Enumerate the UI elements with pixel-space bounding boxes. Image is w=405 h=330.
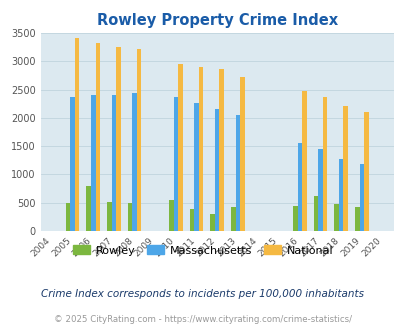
Bar: [91, 95, 95, 231]
Bar: [343, 106, 347, 231]
Bar: [75, 38, 79, 231]
Bar: [178, 64, 182, 231]
Bar: [198, 67, 203, 231]
Bar: [66, 203, 70, 231]
Bar: [297, 143, 301, 231]
Bar: [235, 115, 239, 231]
Bar: [111, 95, 116, 231]
Bar: [116, 47, 120, 231]
Bar: [132, 93, 136, 231]
Title: Rowley Property Crime Index: Rowley Property Crime Index: [96, 13, 337, 28]
Bar: [168, 200, 173, 231]
Bar: [333, 204, 338, 231]
Bar: [322, 97, 326, 231]
Bar: [318, 149, 322, 231]
Bar: [95, 43, 100, 231]
Bar: [230, 207, 235, 231]
Bar: [210, 214, 214, 231]
Bar: [107, 202, 111, 231]
Bar: [136, 49, 141, 231]
Bar: [292, 206, 297, 231]
Text: Crime Index corresponds to incidents per 100,000 inhabitants: Crime Index corresponds to incidents per…: [41, 289, 364, 299]
Bar: [363, 112, 368, 231]
Bar: [214, 109, 219, 231]
Bar: [338, 159, 343, 231]
Bar: [128, 203, 132, 231]
Bar: [86, 186, 91, 231]
Bar: [301, 91, 306, 231]
Bar: [354, 207, 359, 231]
Bar: [189, 209, 194, 231]
Text: © 2025 CityRating.com - https://www.cityrating.com/crime-statistics/: © 2025 CityRating.com - https://www.city…: [54, 315, 351, 324]
Bar: [313, 196, 318, 231]
Bar: [359, 164, 363, 231]
Legend: Rowley, Massachusetts, National: Rowley, Massachusetts, National: [68, 241, 337, 260]
Bar: [219, 69, 224, 231]
Bar: [70, 97, 75, 231]
Bar: [173, 97, 178, 231]
Bar: [239, 77, 244, 231]
Bar: [194, 103, 198, 231]
